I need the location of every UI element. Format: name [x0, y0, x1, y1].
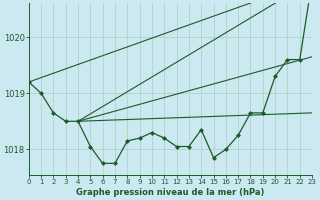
X-axis label: Graphe pression niveau de la mer (hPa): Graphe pression niveau de la mer (hPa) — [76, 188, 265, 197]
